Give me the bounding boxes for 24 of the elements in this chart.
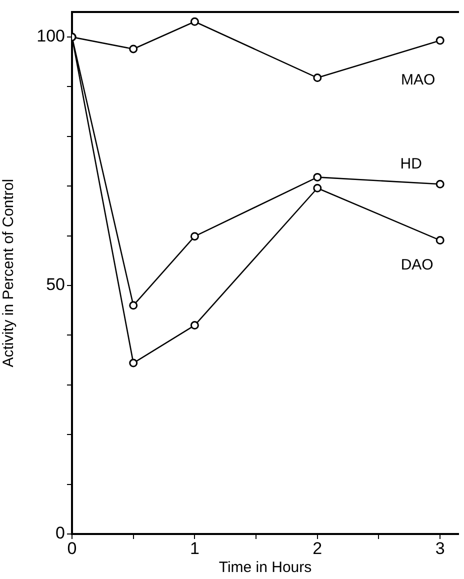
x-tick-label: 1: [190, 538, 200, 558]
point: [190, 17, 199, 26]
x-tick-label: 0: [67, 538, 77, 558]
point: [436, 236, 444, 245]
series-label: MAO: [401, 72, 436, 89]
series-label: DAO: [400, 256, 434, 274]
point: [190, 321, 199, 330]
point: [313, 74, 322, 82]
point: [190, 232, 199, 241]
x-axis-title: Time in Hours: [218, 559, 312, 576]
y-tick-label: 50: [46, 275, 65, 294]
x-tick-label: 3: [435, 538, 445, 558]
x-tick-label: 2: [312, 538, 322, 558]
point: [436, 36, 444, 45]
point: [129, 301, 138, 310]
point: [129, 44, 138, 54]
y-axis-title: Activity in Percent of Control: [0, 178, 18, 368]
y-tick-label: 100: [36, 26, 65, 46]
point: [436, 180, 444, 188]
series-label: HD: [400, 155, 422, 172]
point: [129, 358, 138, 368]
y-tick-label: 0: [56, 524, 65, 543]
point: [313, 172, 322, 182]
point: [313, 184, 322, 192]
